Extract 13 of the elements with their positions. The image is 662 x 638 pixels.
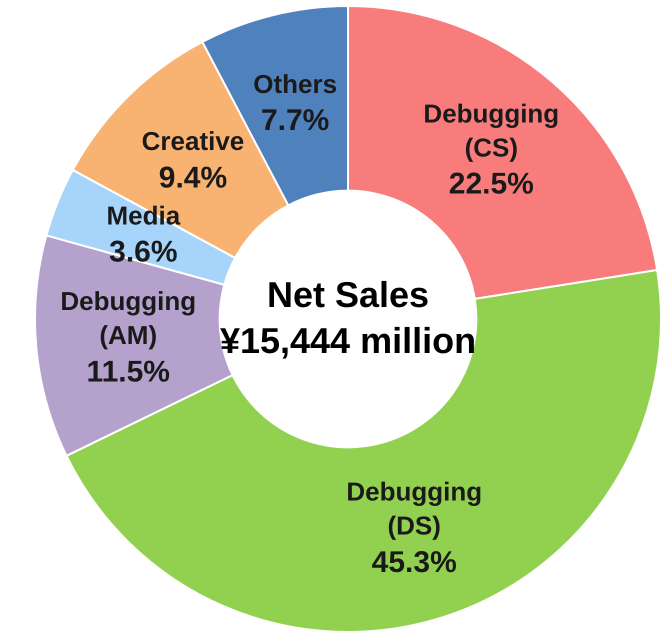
slice-label: Debugging (CS) — [423, 98, 560, 162]
data-label: 9.4% — [158, 161, 228, 194]
text: ¥15,444 million — [220, 320, 476, 361]
data-label: 45.3% — [372, 546, 457, 579]
data-label: 11.5% — [86, 355, 170, 388]
slice-label: Debugging (AM) — [60, 286, 196, 350]
text: Net Sales — [266, 274, 430, 315]
slice-label: Others — [253, 68, 338, 99]
data-label: 3.6% — [109, 236, 178, 269]
slice-label: Debugging (DS) — [346, 476, 482, 541]
data-label: 22.5% — [448, 167, 534, 200]
slice-label: Creative — [142, 126, 244, 156]
data-label: 7.7% — [260, 104, 330, 138]
